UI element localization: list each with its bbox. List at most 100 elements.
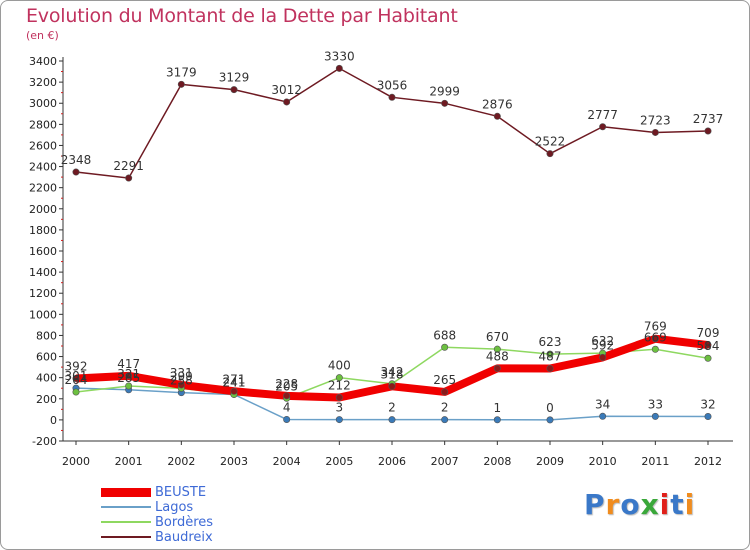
data-point-lagos [388, 416, 396, 424]
x-tick-label: 2005 [325, 455, 353, 468]
x-tick-label: 2000 [62, 455, 90, 468]
data-point-beuste [283, 392, 291, 400]
data-point-beuste [388, 382, 396, 390]
data-point-lagos [493, 416, 501, 424]
data-point-beuste [230, 387, 238, 395]
data-label-beuste: 265 [433, 373, 456, 387]
x-tick-label: 2008 [483, 455, 511, 468]
data-label-bordères: 321 [117, 367, 140, 381]
x-tick-label: 2003 [220, 455, 248, 468]
data-point-baudreix [177, 80, 185, 88]
data-label-lagos: 241 [223, 375, 246, 389]
y-tick-label: 400 [36, 372, 57, 385]
data-label-bordères: 584 [697, 339, 720, 353]
y-tick-label: -200 [32, 435, 57, 448]
x-tick-label: 2012 [694, 455, 722, 468]
y-tick-label: 800 [36, 329, 57, 342]
data-point-beuste [125, 372, 133, 380]
data-point-baudreix [651, 128, 659, 136]
data-label-baudreix: 2291 [113, 159, 144, 173]
data-label-bordères: 669 [644, 330, 667, 344]
data-point-baudreix [283, 98, 291, 106]
data-point-beuste [546, 364, 554, 372]
data-label-bordères: 205 [275, 379, 298, 393]
x-tick-label: 2002 [167, 455, 195, 468]
data-point-bordères [704, 354, 712, 362]
y-tick-label: 3000 [29, 97, 57, 110]
data-label-baudreix: 3056 [377, 78, 408, 92]
y-tick-label: 2000 [29, 203, 57, 216]
data-label-beuste: 228 [275, 377, 298, 391]
y-tick-label: 3200 [29, 76, 57, 89]
data-label-beuste: 488 [486, 349, 509, 363]
data-label-bordères: 688 [433, 328, 456, 342]
data-label-lagos: 301 [65, 369, 88, 383]
legend-label: Bordères [155, 515, 214, 530]
data-label-lagos: 0 [546, 401, 554, 415]
data-point-baudreix [599, 123, 607, 131]
data-point-lagos [651, 412, 659, 420]
data-label-bordères: 342 [381, 365, 404, 379]
data-label-baudreix: 3330 [324, 49, 355, 63]
data-label-beuste: 487 [539, 349, 562, 363]
y-tick-label: 2800 [29, 118, 57, 131]
logo-letter: o [620, 488, 641, 521]
y-tick-label: 1000 [29, 308, 57, 321]
data-label-baudreix: 2777 [587, 108, 618, 122]
chart-unit-label: (en €) [26, 29, 59, 42]
data-label-baudreix: 2876 [482, 97, 513, 111]
data-label-bordères: 632 [591, 334, 614, 348]
data-point-baudreix [125, 174, 133, 182]
data-label-baudreix: 2723 [640, 113, 671, 127]
data-label-lagos: 2 [388, 401, 396, 415]
data-point-beuste [177, 381, 185, 389]
legend-label: BEUSTE [155, 485, 207, 500]
data-label-beuste: 318 [381, 367, 404, 381]
legend-item-beuste: BEUSTE [101, 485, 321, 500]
data-point-lagos [599, 412, 607, 420]
y-tick-label: 2200 [29, 182, 57, 195]
y-tick-label: 1800 [29, 224, 57, 237]
data-point-baudreix [493, 112, 501, 120]
data-point-beuste [493, 364, 501, 372]
data-label-bordères: 400 [328, 359, 351, 373]
data-point-bordères [441, 343, 449, 351]
x-tick-label: 2006 [378, 455, 406, 468]
data-label-beuste: 392 [65, 360, 88, 374]
y-tick-label: 0 [50, 414, 57, 427]
data-label-baudreix: 3179 [166, 65, 197, 79]
data-point-baudreix [335, 64, 343, 72]
y-tick-label: 2400 [29, 161, 57, 174]
legend-item-baudreix: Baudreix [101, 530, 321, 545]
data-label-baudreix: 3129 [219, 71, 250, 85]
y-tick-label: 3400 [29, 55, 57, 68]
legend-label: Baudreix [155, 530, 213, 545]
data-point-bordères [125, 382, 133, 390]
legend-item-bordères: Bordères [101, 515, 321, 530]
logo-letter: x [640, 488, 660, 521]
data-label-bordères: 623 [539, 335, 562, 349]
data-point-baudreix [388, 93, 396, 101]
data-point-bordères [335, 374, 343, 382]
legend-item-lagos: Lagos [101, 500, 321, 515]
data-label-beuste: 271 [223, 372, 246, 386]
data-point-baudreix [441, 99, 449, 107]
y-tick-label: 2600 [29, 139, 57, 152]
data-label-lagos: 285 [117, 371, 140, 385]
data-point-lagos [704, 413, 712, 421]
logo-letter: i [659, 488, 671, 521]
x-tick-label: 2007 [431, 455, 459, 468]
legend-swatch [101, 536, 151, 538]
data-point-bordères [546, 350, 554, 358]
data-point-beuste [72, 375, 80, 383]
data-point-baudreix [704, 127, 712, 135]
data-label-beuste: 592 [591, 338, 614, 352]
data-label-beuste: 212 [328, 379, 351, 393]
legend-swatch [101, 487, 151, 497]
data-label-lagos: 34 [595, 397, 610, 411]
data-label-baudreix: 2522 [535, 135, 566, 149]
chart-title: Evolution du Montant de la Dette par Hab… [26, 5, 458, 27]
data-label-lagos: 258 [170, 374, 193, 388]
data-point-lagos [441, 416, 449, 424]
data-point-beuste [651, 335, 659, 343]
